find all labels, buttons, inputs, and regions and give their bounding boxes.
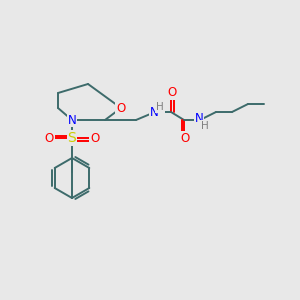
Text: O: O xyxy=(90,131,100,145)
Text: O: O xyxy=(167,86,177,100)
Text: S: S xyxy=(68,131,76,145)
Text: N: N xyxy=(150,106,158,119)
Text: H: H xyxy=(201,121,209,131)
Text: N: N xyxy=(68,113,76,127)
Text: O: O xyxy=(180,131,190,145)
Text: N: N xyxy=(195,112,203,125)
Text: O: O xyxy=(44,131,54,145)
Text: H: H xyxy=(156,102,164,112)
Text: O: O xyxy=(116,101,126,115)
